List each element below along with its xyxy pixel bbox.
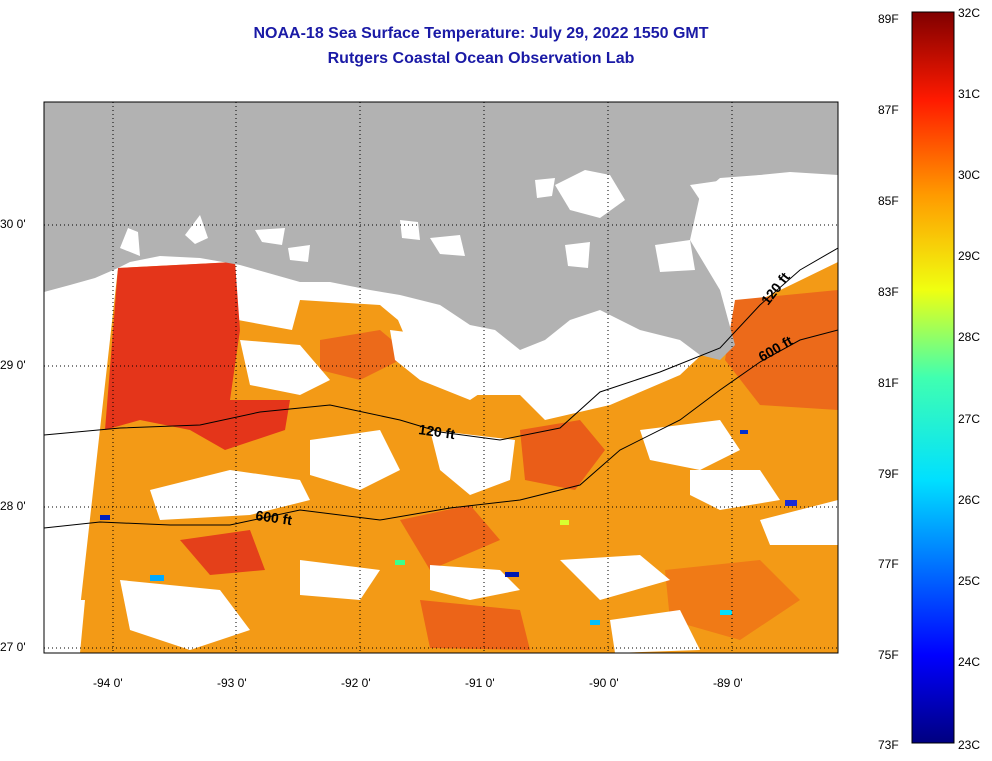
colorbar-c-label: 27C [958, 412, 981, 426]
cold-speckles [100, 430, 797, 625]
colorbar-c-label: 32C [958, 6, 981, 20]
colorbar-c-label: 26C [958, 493, 981, 507]
colorbar-c-label: 30C [958, 168, 981, 182]
colorbar-f-label: 77F [878, 557, 899, 571]
colorbar-f-label: 79F [878, 467, 899, 481]
colorbar [911, 11, 955, 744]
colorbar-f-label: 87F [878, 103, 899, 117]
lon-label: -89 0' [713, 676, 743, 690]
map-title: NOAA-18 Sea Surface Temperature: July 29… [253, 25, 709, 42]
lat-label: 27 0' [0, 640, 26, 654]
colorbar-f-label: 73F [878, 738, 899, 752]
graticule [44, 102, 838, 653]
lon-label: -91 0' [465, 676, 495, 690]
colorbar-f-label: 83F [878, 285, 899, 299]
colorbar-c-label: 31C [958, 87, 981, 101]
colorbar-c-label: 29C [958, 249, 981, 263]
colorbar-c-label: 25C [958, 574, 981, 588]
colorbar-f-label: 81F [878, 376, 899, 390]
lon-label: -92 0' [341, 676, 371, 690]
map-subtitle: Rutgers Coastal Ocean Observation Lab [327, 50, 635, 67]
colorbar-c-label: 23C [958, 738, 981, 752]
land [44, 102, 838, 360]
colorbar-f-label: 75F [878, 648, 899, 662]
lon-label: -93 0' [217, 676, 247, 690]
isobath-label: 120 ft [418, 421, 457, 442]
map-frame [43, 101, 839, 654]
colorbar-f-label: 89F [878, 12, 899, 26]
isobaths [44, 247, 838, 529]
colorbar-c-label: 28C [958, 330, 981, 344]
lon-label: -90 0' [589, 676, 619, 690]
colorbar-f-label: 85F [878, 194, 899, 208]
isobath-label: 600 ft [255, 507, 294, 528]
lon-label: -94 0' [93, 676, 123, 690]
lat-label: 28 0' [0, 499, 26, 513]
colorbar-c-label: 24C [958, 655, 981, 669]
lat-label: 29 0' [0, 358, 26, 372]
lat-label: 30 0' [0, 217, 26, 231]
